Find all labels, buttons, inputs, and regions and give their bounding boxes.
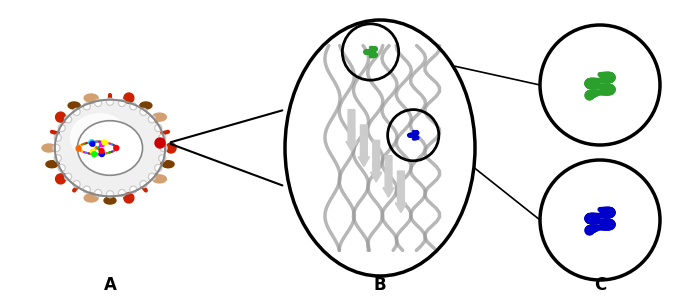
Circle shape	[84, 103, 90, 110]
Circle shape	[73, 108, 80, 115]
Text: A: A	[103, 276, 116, 294]
Circle shape	[119, 99, 125, 107]
Circle shape	[149, 116, 155, 123]
Circle shape	[55, 156, 60, 160]
Circle shape	[89, 140, 94, 145]
Circle shape	[54, 146, 59, 150]
Circle shape	[90, 149, 95, 154]
Circle shape	[76, 146, 81, 151]
Circle shape	[95, 190, 101, 197]
Circle shape	[150, 175, 154, 179]
Circle shape	[96, 101, 100, 105]
FancyArrow shape	[371, 140, 382, 182]
Circle shape	[60, 126, 64, 130]
Circle shape	[60, 166, 64, 170]
Circle shape	[156, 126, 160, 130]
Ellipse shape	[104, 197, 116, 204]
Ellipse shape	[60, 105, 160, 191]
Circle shape	[131, 104, 136, 109]
Circle shape	[100, 141, 105, 147]
Ellipse shape	[152, 175, 166, 183]
Circle shape	[108, 192, 112, 196]
Circle shape	[84, 104, 89, 109]
Ellipse shape	[285, 20, 475, 276]
Circle shape	[64, 173, 72, 180]
Circle shape	[120, 191, 124, 195]
Circle shape	[160, 144, 167, 151]
Text: C: C	[594, 276, 606, 294]
Circle shape	[141, 110, 146, 114]
Circle shape	[120, 101, 124, 105]
Circle shape	[150, 117, 154, 121]
Circle shape	[64, 116, 72, 123]
Ellipse shape	[58, 102, 162, 194]
Circle shape	[53, 144, 60, 151]
Circle shape	[96, 191, 100, 195]
Circle shape	[90, 141, 95, 146]
Ellipse shape	[68, 102, 80, 109]
Circle shape	[99, 151, 104, 157]
Circle shape	[140, 181, 147, 188]
Circle shape	[140, 108, 147, 115]
Circle shape	[99, 149, 104, 154]
Ellipse shape	[84, 194, 98, 202]
Circle shape	[156, 166, 160, 170]
Ellipse shape	[140, 102, 152, 109]
Circle shape	[114, 145, 119, 150]
Circle shape	[155, 165, 162, 172]
Circle shape	[55, 135, 60, 140]
Circle shape	[155, 124, 162, 132]
Circle shape	[54, 155, 61, 162]
Circle shape	[540, 160, 660, 280]
Circle shape	[92, 152, 97, 157]
Ellipse shape	[84, 94, 98, 102]
Ellipse shape	[152, 113, 166, 121]
Circle shape	[58, 124, 65, 132]
Ellipse shape	[42, 144, 56, 152]
Circle shape	[66, 175, 71, 179]
Circle shape	[84, 186, 90, 193]
Circle shape	[129, 103, 137, 110]
Circle shape	[58, 165, 65, 172]
Circle shape	[73, 181, 80, 188]
Circle shape	[108, 100, 112, 104]
Circle shape	[106, 191, 114, 198]
Circle shape	[84, 188, 89, 192]
Circle shape	[75, 182, 79, 186]
FancyArrow shape	[358, 125, 369, 166]
Circle shape	[159, 155, 166, 162]
Ellipse shape	[162, 161, 174, 168]
Circle shape	[129, 186, 137, 193]
Ellipse shape	[46, 161, 58, 168]
FancyArrow shape	[346, 110, 357, 151]
Circle shape	[119, 190, 125, 197]
Circle shape	[162, 146, 166, 150]
Circle shape	[124, 193, 134, 203]
Circle shape	[160, 156, 164, 160]
Text: B: B	[374, 276, 386, 294]
Circle shape	[95, 99, 101, 107]
Circle shape	[102, 140, 107, 145]
Circle shape	[124, 93, 134, 103]
Circle shape	[75, 110, 79, 114]
Circle shape	[141, 182, 146, 186]
Ellipse shape	[66, 110, 153, 186]
FancyArrow shape	[383, 156, 395, 197]
Circle shape	[66, 117, 71, 121]
Ellipse shape	[77, 121, 142, 175]
Circle shape	[149, 173, 155, 180]
Ellipse shape	[63, 107, 157, 189]
Circle shape	[131, 188, 136, 192]
FancyArrow shape	[395, 171, 407, 213]
Circle shape	[159, 134, 166, 141]
Circle shape	[166, 143, 176, 153]
Circle shape	[540, 25, 660, 145]
Circle shape	[155, 138, 165, 148]
Ellipse shape	[71, 114, 128, 161]
Circle shape	[106, 98, 114, 105]
Circle shape	[160, 135, 164, 140]
Circle shape	[54, 134, 61, 141]
Circle shape	[55, 112, 66, 122]
Circle shape	[55, 174, 66, 184]
